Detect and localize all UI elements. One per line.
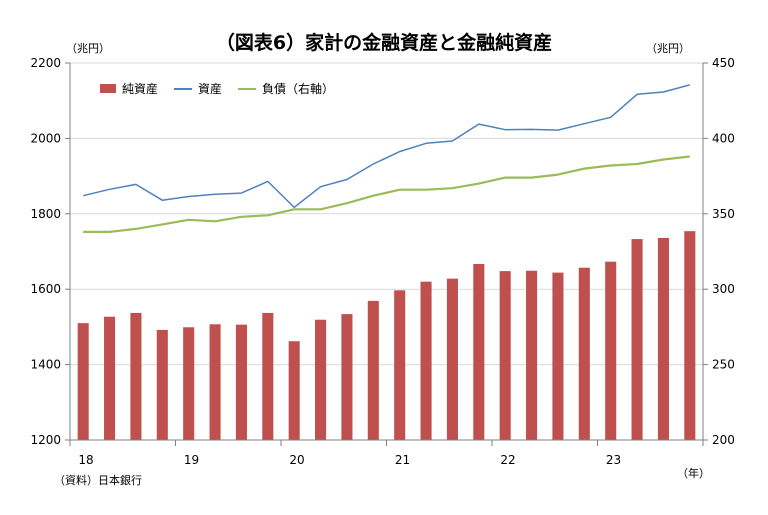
- bar: [684, 231, 696, 440]
- left-axis-unit: （兆円）: [66, 42, 110, 55]
- bar: [473, 263, 485, 440]
- chart-title: （図表6）家計の金融資産と金融純資産: [216, 31, 552, 54]
- bar: [130, 312, 142, 440]
- bar: [156, 329, 168, 440]
- x-tick-label: 19: [184, 453, 199, 467]
- bar: [235, 324, 247, 440]
- left-tick-label: 1200: [30, 433, 61, 447]
- bar: [446, 278, 458, 440]
- bar: [77, 323, 89, 440]
- left-tick-label: 2000: [30, 131, 61, 145]
- right-tick-label: 350: [712, 207, 735, 221]
- legend-label: 純資産: [122, 81, 158, 96]
- right-tick-label: 250: [712, 358, 735, 372]
- legend-label: 資産: [198, 81, 222, 96]
- line-series: [83, 84, 690, 233]
- bar: [605, 261, 617, 440]
- x-axis-unit: （年）: [677, 466, 710, 480]
- bar: [183, 327, 195, 440]
- bar: [552, 272, 564, 440]
- axes: 1200 1400 1600 1800 2000 2200 200 250 300 350 400 4…: [30, 56, 734, 467]
- x-tick-label: 23: [606, 453, 621, 467]
- bar: [209, 324, 221, 440]
- x-tick-label: 21: [395, 453, 410, 467]
- bar: [394, 290, 406, 440]
- gridlines: [70, 62, 703, 366]
- right-tick-label: 450: [712, 56, 735, 70]
- x-tick-label: 20: [289, 453, 304, 467]
- bar: [341, 314, 353, 440]
- right-axis-unit: （兆円）: [646, 42, 690, 55]
- series-line: [83, 155, 690, 233]
- source-note: （資料）日本銀行: [54, 473, 142, 487]
- bar: [367, 300, 379, 440]
- right-tick-label: 200: [712, 433, 735, 447]
- left-tick-label: 1600: [30, 282, 61, 296]
- series-line: [83, 84, 690, 209]
- bar: [657, 237, 669, 440]
- x-tick-label: 18: [78, 453, 93, 467]
- bar: [262, 312, 274, 440]
- bar: [499, 271, 511, 440]
- legend: 純資産 資産 負債（右軸）: [100, 81, 334, 96]
- left-tick-label: 1800: [30, 207, 61, 221]
- legend-swatch: [100, 84, 116, 93]
- bar: [526, 270, 538, 440]
- right-tick-label: 400: [712, 131, 735, 145]
- bar-series: [77, 231, 696, 440]
- left-tick-label: 2200: [30, 56, 61, 70]
- bar: [578, 267, 590, 440]
- left-tick-label: 1400: [30, 358, 61, 372]
- x-tick-label: 22: [500, 453, 515, 467]
- bar: [631, 239, 643, 440]
- right-tick-label: 300: [712, 282, 735, 296]
- bar: [420, 281, 432, 440]
- bar: [315, 319, 327, 440]
- legend-label: 負債（右軸）: [262, 81, 334, 96]
- bar: [288, 341, 300, 440]
- bar: [104, 316, 116, 440]
